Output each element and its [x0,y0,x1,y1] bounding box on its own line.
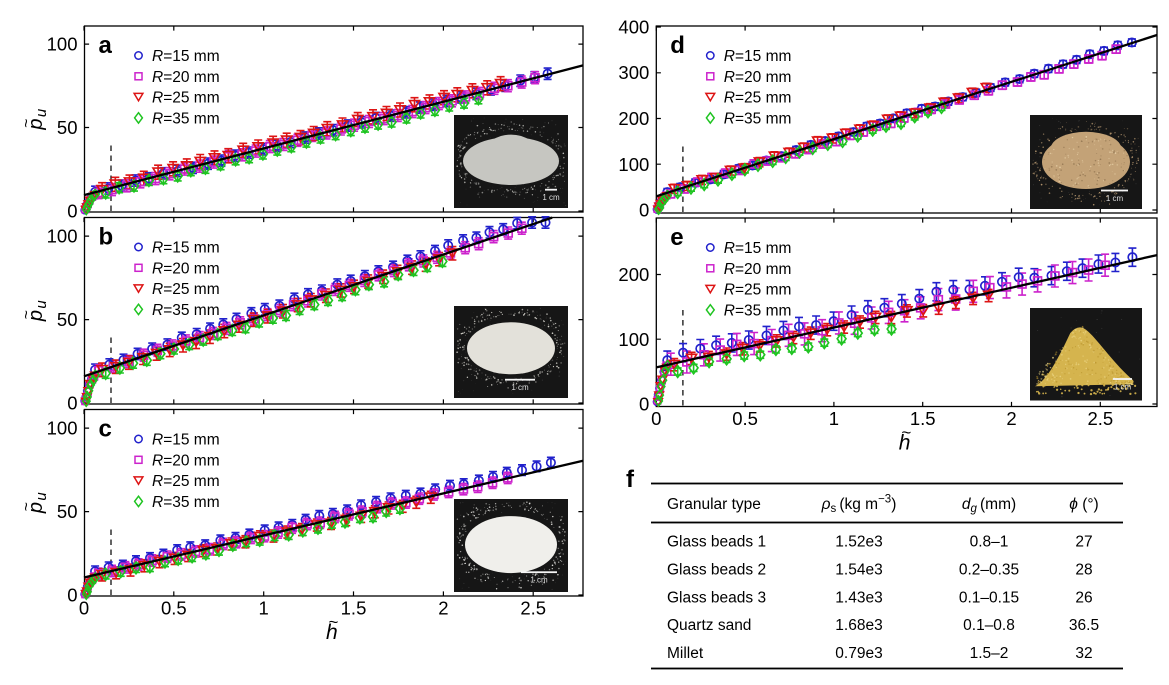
svg-text:0.2–0.35: 0.2–0.35 [959,561,1019,578]
svg-text:u: u [33,492,50,501]
svg-text:2: 2 [1006,408,1016,429]
svg-text:0.5: 0.5 [161,598,187,619]
svg-text:R=25 mm: R=25 mm [724,90,792,107]
svg-text:1 cm: 1 cm [511,383,529,392]
svg-text:R=15 mm: R=15 mm [152,240,220,257]
svg-text:100: 100 [618,154,649,175]
svg-text:R=15 mm: R=15 mm [724,48,792,65]
svg-text:~: ~ [328,613,338,632]
svg-text:u: u [33,300,50,309]
svg-text:R=20 mm: R=20 mm [724,261,792,278]
svg-text:1: 1 [829,408,839,429]
svg-text:1.43e3: 1.43e3 [835,589,882,606]
svg-text:R=35 mm: R=35 mm [152,110,220,127]
svg-text:1 cm: 1 cm [1114,382,1132,391]
svg-text:R=20 mm: R=20 mm [152,69,220,86]
svg-text:1 cm: 1 cm [1106,194,1124,203]
svg-text:0: 0 [639,394,649,415]
svg-text:200: 200 [618,108,649,129]
svg-text:Glass beads 2: Glass beads 2 [667,561,766,578]
svg-text:p: p [25,118,47,130]
svg-text:Glass beads 3: Glass beads 3 [667,589,766,606]
svg-text:300: 300 [618,62,649,83]
svg-text:Millet: Millet [667,645,704,662]
svg-text:R=20 mm: R=20 mm [724,69,792,86]
svg-text:32: 32 [1075,645,1092,662]
svg-text:100: 100 [47,34,78,55]
svg-text:100: 100 [618,329,649,350]
svg-text:Quartz sand: Quartz sand [667,617,751,634]
svg-text:ϕ (°): ϕ (°) [1069,496,1098,513]
svg-text:R=35 mm: R=35 mm [724,110,792,127]
svg-text:R=35 mm: R=35 mm [152,494,220,511]
svg-text:0: 0 [79,598,89,619]
svg-text:1.54e3: 1.54e3 [835,561,882,578]
svg-text:1.5: 1.5 [910,408,936,429]
svg-text:0: 0 [639,200,649,221]
svg-text:~: ~ [19,502,36,511]
svg-text:2.5: 2.5 [1087,408,1113,429]
svg-text:R=15 mm: R=15 mm [724,240,792,257]
svg-text:0: 0 [67,585,77,606]
svg-text:50: 50 [57,309,78,330]
svg-text:~: ~ [19,119,36,128]
svg-text:u: u [33,108,50,117]
svg-text:28: 28 [1075,561,1092,578]
svg-text:Glass beads 1: Glass beads 1 [667,534,766,551]
svg-text:0: 0 [651,408,661,429]
svg-text:1.5–2: 1.5–2 [970,645,1009,662]
svg-text:dg (mm): dg (mm) [962,496,1016,515]
svg-text:400: 400 [618,17,649,38]
svg-text:0.79e3: 0.79e3 [835,645,882,662]
svg-text:R=25 mm: R=25 mm [152,281,220,298]
svg-text:0.8–1: 0.8–1 [970,534,1009,551]
svg-text:50: 50 [57,501,78,522]
svg-text:2: 2 [438,598,448,619]
svg-text:R=35 mm: R=35 mm [152,302,220,319]
svg-text:1: 1 [259,598,269,619]
svg-text:0: 0 [67,201,77,222]
svg-text:R=25 mm: R=25 mm [724,282,792,299]
svg-text:0.5: 0.5 [732,408,758,429]
svg-text:ρs (kg m−3): ρs (kg m−3) [821,494,897,516]
svg-text:100: 100 [47,226,78,247]
svg-text:1.5: 1.5 [341,598,367,619]
svg-text:26: 26 [1075,589,1092,606]
svg-text:R=25 mm: R=25 mm [152,473,220,490]
svg-text:c: c [99,416,112,443]
svg-text:f: f [626,466,635,493]
svg-text:R=20 mm: R=20 mm [152,452,220,469]
svg-text:2.5: 2.5 [520,598,546,619]
svg-text:e: e [670,224,683,251]
svg-text:27: 27 [1075,534,1092,551]
svg-text:0.1–0.8: 0.1–0.8 [963,617,1015,634]
svg-text:h: h [899,432,911,455]
svg-text:R=15 mm: R=15 mm [152,48,220,65]
svg-text:a: a [99,32,113,59]
svg-text:p: p [25,502,47,514]
svg-text:1 cm: 1 cm [542,193,560,202]
svg-text:1.68e3: 1.68e3 [835,617,882,634]
svg-text:Granular type: Granular type [667,496,761,513]
svg-text:50: 50 [57,117,78,138]
svg-text:R=25 mm: R=25 mm [152,90,220,107]
svg-text:1.52e3: 1.52e3 [835,534,882,551]
svg-text:R=20 mm: R=20 mm [152,260,220,277]
svg-text:b: b [99,224,114,251]
svg-text:100: 100 [47,418,78,439]
svg-text:h: h [326,621,338,644]
svg-text:p: p [25,310,47,322]
svg-text:1 cm: 1 cm [530,576,548,585]
svg-text:R=35 mm: R=35 mm [724,302,792,319]
svg-text:0: 0 [67,393,77,414]
svg-text:~: ~ [19,310,36,319]
svg-text:R=15 mm: R=15 mm [152,432,220,449]
svg-text:~: ~ [901,423,911,442]
svg-text:d: d [670,32,685,59]
svg-text:36.5: 36.5 [1069,617,1099,634]
svg-text:200: 200 [618,264,649,285]
svg-text:0.1–0.15: 0.1–0.15 [959,589,1019,606]
